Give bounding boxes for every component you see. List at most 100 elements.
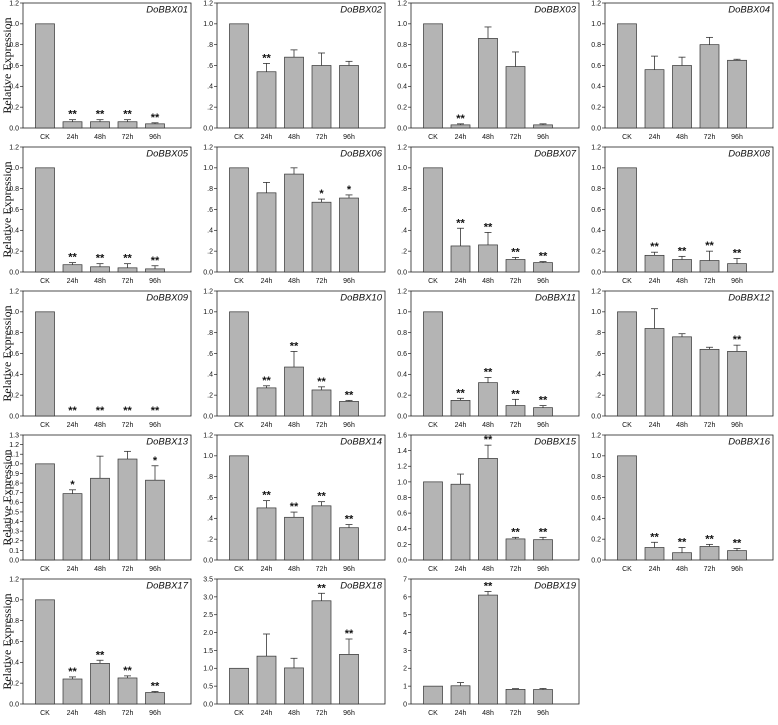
panel-DoBBX11: 0.0 0.2 0.4 0.6 0.8 1.0 1.2 DoBBX11 CK ** 24h ** 48h… (397, 288, 580, 429)
x-tick-label: CK (622, 134, 632, 141)
y-tick-label: .8 (207, 42, 213, 49)
significance-label: ** (151, 405, 160, 417)
bar (505, 689, 526, 705)
x-tick-label: 48h (288, 422, 300, 429)
significance-label: ** (511, 388, 520, 400)
y-tick-label: 1.2 (9, 576, 19, 583)
y-axis-label: Relative Expression (0, 593, 14, 689)
y-tick-label: 1.6 (397, 432, 407, 439)
x-tick-label: 24h (455, 422, 467, 429)
x-tick-label: 72h (122, 566, 134, 573)
significance-label: ** (484, 581, 493, 593)
bar (62, 678, 83, 705)
x-tick-label: 48h (676, 134, 688, 141)
x-tick-label: 96h (731, 566, 743, 573)
x-tick-label: 48h (482, 710, 494, 717)
bar (644, 328, 665, 417)
y-tick-label: 0.0 (397, 413, 407, 420)
x-tick-label: CK (234, 278, 244, 285)
y-tick-label: 1.2 (591, 144, 601, 151)
y-axis-label: Relative Expression (0, 305, 14, 401)
y-tick-label: 0.2 (9, 393, 19, 400)
y-tick-label: 0.0 (203, 701, 213, 708)
bar (117, 458, 138, 561)
x-tick-label: 24h (261, 710, 273, 717)
y-tick-label: .6 (207, 207, 213, 214)
y-tick-label: 0.2 (397, 542, 407, 549)
y-tick-label: 2.5 (203, 612, 213, 619)
x-tick-label: CK (428, 422, 438, 429)
x-tick-label: 24h (455, 710, 467, 717)
y-tick-label: 1.2 (9, 144, 19, 151)
y-tick-label: 1.2 (203, 432, 213, 439)
y-tick-label: 1.3 (9, 432, 19, 439)
x-tick-label: CK (40, 566, 50, 573)
y-tick-label: .6 (401, 207, 407, 214)
x-tick-label: 24h (67, 278, 79, 285)
x-tick-label: 72h (122, 278, 134, 285)
significance-label: ** (484, 366, 493, 378)
y-tick-label: 0.4 (397, 526, 407, 533)
y-tick-label: 1.4 (397, 448, 407, 455)
bar (699, 44, 720, 129)
y-tick-label: 6 (403, 594, 407, 601)
y-tick-label: 1.0 (203, 21, 213, 28)
y-tick-label: 0.6 (397, 63, 407, 70)
y-tick-label: 1.0 (591, 309, 601, 316)
panel-title: DoBBX03 (534, 5, 576, 16)
y-tick-label: 0.8 (591, 186, 601, 193)
x-tick-label: 96h (149, 278, 161, 285)
y-tick-label: 1.2 (591, 432, 601, 439)
y-tick-label: 0.6 (9, 639, 19, 646)
panel-title: DoBBX13 (146, 437, 188, 448)
panel-DoBBX13: 0.0 0.1 0.2 0.3 0.4 0.5 0.6 0.7 0.8 0.9 1.0 1.1 1.2 1… (9, 432, 192, 573)
y-tick-label: 0.8 (9, 330, 19, 337)
y-tick-label: 0.8 (591, 42, 601, 49)
y-tick-label: 1.0 (397, 309, 407, 316)
x-tick-label: 72h (316, 134, 328, 141)
y-tick-label: 1.2 (203, 0, 213, 7)
x-tick-label: CK (428, 710, 438, 717)
panel-DoBBX12: 0.0 .2 .4 .6 .8 1.0 1.2 DoBBX12 CK 24h 48h 72h ** 96h (591, 288, 774, 429)
bar (478, 382, 498, 417)
panel-DoBBX19: 0 1 2 3 4 5 6 7 DoBBX19 CK 24h ** 48h 72h 96h (403, 576, 580, 717)
y-tick-label: 0.2 (9, 538, 19, 545)
y-tick-label: .6 (207, 351, 213, 358)
x-tick-label: CK (622, 278, 632, 285)
y-tick-label: 1.2 (9, 442, 19, 449)
y-tick-label: 0.4 (9, 228, 19, 235)
bar (617, 455, 637, 561)
panel-title: DoBBX10 (340, 293, 382, 304)
y-tick-label: 3.0 (203, 594, 213, 601)
significance-label: ** (650, 531, 659, 543)
y-tick-label: 1.0 (397, 165, 407, 172)
y-tick-label: 1.2 (397, 464, 407, 471)
significance-label: ** (705, 240, 714, 252)
x-tick-label: 24h (67, 710, 79, 717)
bar (727, 263, 747, 273)
significance-label: ** (96, 405, 105, 417)
y-tick-label: 0.8 (9, 618, 19, 625)
significance-label: ** (317, 491, 326, 503)
y-tick-label: 1.0 (203, 453, 213, 460)
significance-label: ** (290, 501, 299, 513)
y-tick-label: 0.0 (591, 557, 601, 564)
x-tick-label: 48h (288, 710, 300, 717)
x-tick-label: CK (428, 134, 438, 141)
y-tick-label: 0.4 (397, 372, 407, 379)
x-tick-label: 24h (67, 422, 79, 429)
x-tick-label: 96h (731, 278, 743, 285)
panel-DoBBX15: 0.0 0.2 0.4 0.6 0.8 1.0 1.2 1.4 1.6 DoBBX15 CK 24h *… (397, 432, 580, 573)
bar (699, 348, 720, 417)
significance-label: ** (123, 665, 132, 677)
bar (311, 201, 332, 273)
significance-label: ** (733, 247, 742, 259)
bar (35, 311, 55, 417)
bar (339, 65, 359, 129)
significance-label: ** (96, 109, 105, 121)
bar (35, 599, 55, 705)
x-tick-label: 72h (122, 134, 134, 141)
bar (505, 259, 526, 273)
bar (699, 546, 720, 561)
